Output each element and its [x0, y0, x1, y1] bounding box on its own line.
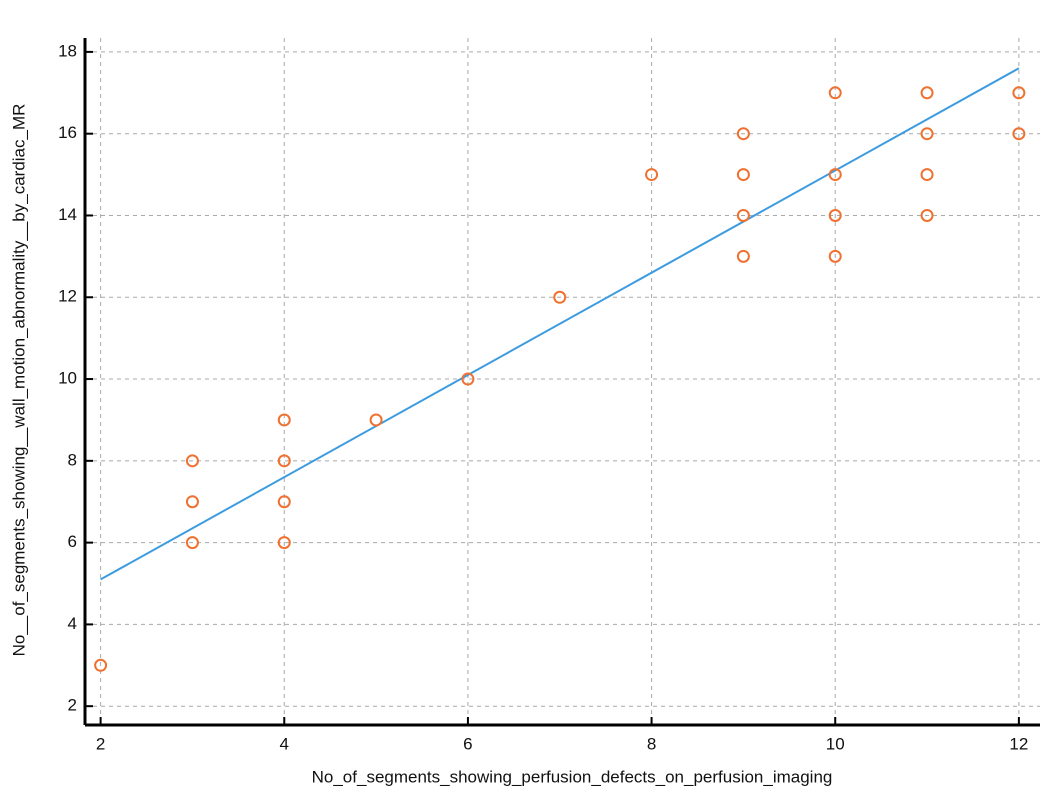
y-tick-label: 4 [68, 614, 77, 633]
data-point [461, 372, 475, 386]
data-point [920, 168, 934, 182]
data-point [1012, 86, 1026, 100]
data-point [828, 86, 842, 100]
x-tick-label: 4 [280, 734, 289, 753]
y-tick-label: 14 [58, 205, 77, 224]
data-point [828, 249, 842, 263]
y-tick-label: 2 [68, 696, 77, 715]
y-axis-label: No__of_segments_showing__wall_motion_abn… [9, 104, 28, 657]
data-point [645, 168, 659, 182]
data-point [185, 536, 199, 550]
data-point [94, 658, 108, 672]
x-tick-label: 8 [647, 734, 656, 753]
y-tick-label: 8 [68, 450, 77, 469]
data-point [185, 495, 199, 509]
data-point [277, 454, 291, 468]
y-tick-label: 6 [68, 532, 77, 551]
data-point [736, 127, 750, 141]
data-point [185, 454, 199, 468]
data-point [736, 208, 750, 222]
data-point [369, 413, 383, 427]
data-point [736, 249, 750, 263]
data-point [828, 168, 842, 182]
y-tick-label: 12 [58, 287, 77, 306]
data-point [920, 86, 934, 100]
y-tick-label: 10 [58, 369, 77, 388]
data-point [1012, 127, 1026, 141]
data-point [920, 127, 934, 141]
data-point [920, 208, 934, 222]
data-point [277, 536, 291, 550]
x-tick-label: 6 [463, 734, 472, 753]
y-tick-label: 16 [58, 123, 77, 142]
x-tick-label: 10 [826, 734, 845, 753]
data-point [277, 495, 291, 509]
x-tick-label: 2 [96, 734, 105, 753]
data-point [828, 208, 842, 222]
data-point [736, 168, 750, 182]
data-point [277, 413, 291, 427]
regression-line [100, 67, 1020, 581]
x-tick-label: 12 [1009, 734, 1028, 753]
x-axis-label: No_of_segments_showing_perfusion_defects… [312, 767, 833, 786]
y-tick-label: 18 [58, 41, 77, 60]
data-point [553, 290, 567, 304]
